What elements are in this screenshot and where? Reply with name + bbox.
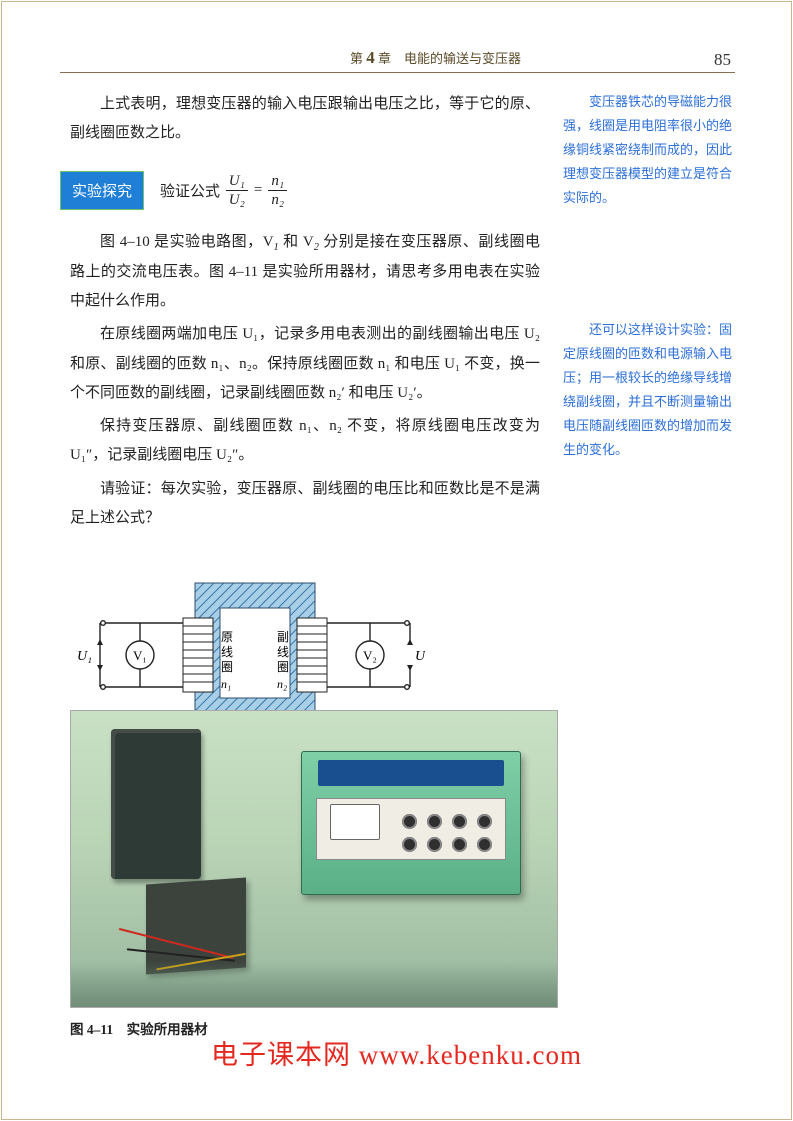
page-number: 85	[714, 50, 731, 70]
experiment-box: 实验探究 验证公式 U₁ U₂ = n₁ n₂	[60, 171, 540, 210]
label-U2: U₂	[415, 649, 425, 664]
equipment-photo	[70, 710, 558, 1008]
label-V1: V₁	[133, 648, 147, 663]
para-4: 保持变压器原、副线圈匝数 n₁、n₂ 不变，将原线圈电压改变为 U₁″，记录副线…	[70, 412, 540, 471]
label-U1: U₁	[77, 649, 92, 664]
svg-text:圈: 圈	[277, 660, 289, 674]
lhs-num: U₁	[226, 172, 248, 191]
chapter-number: 4	[366, 48, 375, 67]
fraction-lhs: U₁ U₂	[226, 172, 248, 209]
svg-text:圈: 圈	[221, 660, 233, 674]
para-5: 请验证：每次实验，变压器原、副线圈的电压比和匝数比是不是满足上述公式？	[70, 475, 540, 534]
rhs-den: n₂	[268, 191, 287, 209]
svg-text:线: 线	[277, 645, 289, 659]
watermark: 电子课本网 www.kebenku.com	[0, 1033, 793, 1072]
para-2: 图 4–10 是实验电路图，V1 和 V2 分别是接在变压器原、副线圈电路上的交…	[70, 228, 540, 317]
svg-text:n₂: n₂	[277, 677, 287, 691]
para-3: 在原线圈两端加电压 U₁，记录多用电表测出的副线圈输出电压 U₂ 和原、副线圈的…	[70, 320, 540, 408]
equals: =	[254, 182, 262, 199]
header-rule	[60, 72, 735, 73]
label-V2: V₂	[363, 648, 377, 663]
equipment-multimeter	[146, 878, 246, 975]
intro-para: 上式表明，理想变压器的输入电压跟输出电压之比，等于它的原、副线圈匝数之比。	[70, 90, 540, 149]
chapter-suffix: 章 电能的输送与变压器	[378, 51, 521, 66]
rhs-num: n₁	[268, 172, 287, 191]
sidebar: 变压器铁芯的导磁能力很强，线圈是用电阻率很小的绝缘铜线紧密绕制而成的，因此理想变…	[563, 90, 733, 463]
chapter-header: 第 4 章 电能的输送与变压器	[350, 48, 521, 68]
equipment-transformer	[111, 729, 201, 879]
side-note-1: 变压器铁芯的导磁能力很强，线圈是用电阻率很小的绝缘铜线紧密绕制而成的，因此理想变…	[563, 90, 733, 210]
svg-text:线: 线	[221, 645, 233, 659]
main-column: 上式表明，理想变压器的输入电压跟输出电压之比，等于它的原、副线圈匝数之比。 实验…	[70, 90, 540, 773]
equipment-power-supply	[301, 751, 521, 895]
watermark-cn: 电子课本网	[211, 1040, 351, 1070]
watermark-url: www.kebenku.com	[351, 1040, 582, 1070]
experiment-text: 验证公式	[160, 180, 220, 201]
fraction-rhs: n₁ n₂	[268, 172, 287, 209]
svg-text:n₁: n₁	[221, 677, 231, 691]
figure-4-11: 图 4–11 实验所用器材	[70, 710, 558, 1038]
label-secondary: 副	[277, 630, 289, 644]
chapter-prefix: 第	[350, 51, 363, 66]
experiment-formula: 验证公式 U₁ U₂ = n₁ n₂	[160, 172, 289, 209]
label-primary: 原	[221, 630, 233, 644]
side-note-2: 还可以这样设计实验：固定原线圈的匝数和电源输入电压；用一根较长的绝缘导线增绕副线…	[563, 318, 733, 462]
experiment-label: 实验探究	[60, 171, 144, 210]
lhs-den: U₂	[226, 191, 248, 209]
